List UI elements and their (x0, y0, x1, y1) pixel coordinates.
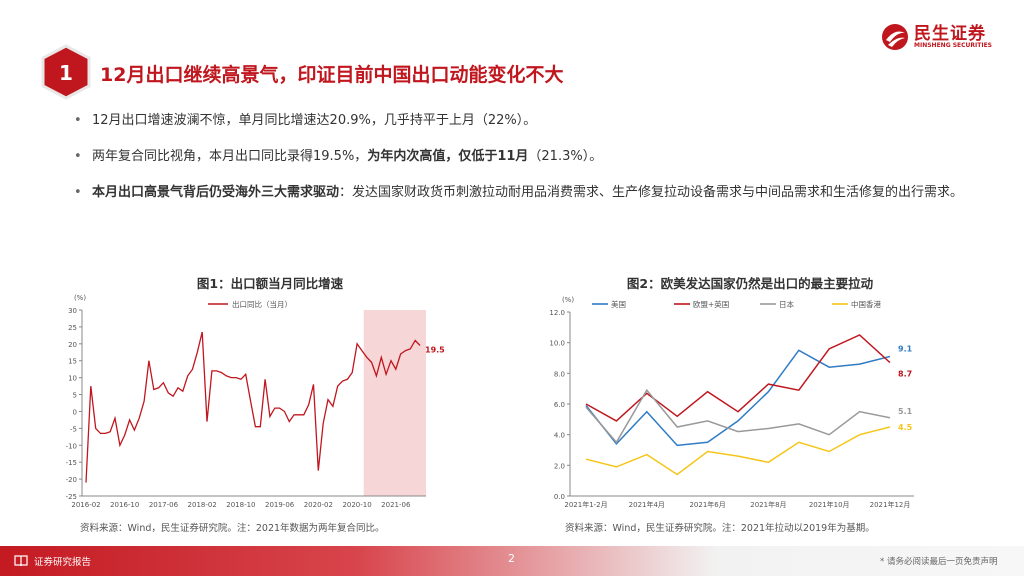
y-tick-label: 15 (68, 358, 77, 366)
bullet-text: 12月出口增速波澜不惊，单月同比增速达20.9%，几乎持平于上月（22%）。 (92, 113, 537, 128)
chart1-export-yoy: (%) -25 -20 -15 -10 -5 0 5 10 15 20 25 30 2016-02 2016… (66, 294, 446, 509)
end-value-label: 9.1 (898, 344, 913, 353)
legend-label: 欧盟+英国 (693, 299, 729, 309)
bullet-bold-text: 为年内次高值，仅低于11月 (367, 149, 529, 164)
y-tick-label: 10.0 (549, 340, 565, 348)
x-tick-label: 2018-10 (226, 501, 255, 509)
x-tick-label: 2019-06 (265, 501, 295, 509)
end-value-label: 4.5 (898, 423, 913, 432)
page-title: 12月出口继续高景气，印证目前中国出口动能变化不大 (100, 64, 564, 86)
logo-text-cn: 民生证券 (914, 24, 986, 44)
chart2-source: 资料来源：Wind，民生证券研究院。注：2021年拉动以2019年为基期。 (565, 523, 875, 534)
end-value-label: 19.5 (425, 346, 445, 355)
y-tick-label: 2.0 (554, 462, 565, 470)
highlight-2021-band (363, 310, 426, 496)
series-line-3 (585, 426, 891, 476)
y-tick-label: 0.0 (554, 493, 565, 501)
x-tick-label: 2016-02 (71, 501, 100, 509)
brand-logo: 民生证券 MINSHENG SECURITIES (880, 18, 1010, 58)
bullet-text: ：发达国家财政货币刺激拉动耐用品消费需求、生产修复拉动设备需求与中间品需求和生活… (339, 185, 964, 200)
y-tick-label: -5 (70, 425, 77, 433)
x-tick-label: 2021年4月 (629, 500, 665, 509)
x-tick-label: 2021年6月 (689, 500, 725, 509)
footer-bar: 证券研究报告 2 * 请务必阅读最后一页免责声明 (0, 546, 1024, 576)
legend-label: 中国香港 (851, 299, 881, 309)
bullet-bold-text: 本月出口高景气背后仍受海外三大需求驱动 (92, 185, 340, 200)
y-tick-label: 8.0 (554, 370, 565, 378)
x-tick-label: 2021年12月 (870, 500, 911, 509)
y-tick-label: 12.0 (549, 309, 565, 317)
y-tick-label: -25 (66, 493, 77, 501)
y-tick-label: 20 (68, 341, 77, 349)
bullet-dot-icon: • (74, 185, 82, 200)
x-tick-label: 2020-02 (304, 501, 333, 509)
y-tick-label: -15 (66, 459, 77, 467)
series-line-export-yoy (85, 331, 421, 483)
section-number: 1 (59, 61, 73, 85)
x-tick-label: 2021年8月 (750, 500, 786, 509)
x-tick-label: 2016-10 (110, 501, 139, 509)
bullet-dot-icon: • (74, 113, 82, 128)
title-bar: 12月出口继续高景气，印证目前中国出口动能变化不大 (96, 52, 656, 92)
footer-report-label: 证券研究报告 (34, 557, 92, 568)
end-value-label: 5.1 (898, 407, 913, 416)
bullet-list: • 12月出口增速波澜不惊，单月同比增速达20.9%，几乎持平于上月（22%）。… (72, 110, 972, 218)
x-tick-label: 2021年1-2月 (564, 500, 607, 509)
page-number: 2 (508, 552, 515, 565)
y-tick-label: 30 (68, 307, 77, 315)
y-tick-label: 0 (73, 408, 77, 416)
x-tick-label: 2017-06 (149, 501, 179, 509)
bullet-item: • 本月出口高景气背后仍受海外三大需求驱动：发达国家财政货币刺激拉动耐用品消费需… (72, 182, 972, 204)
x-tick-label: 2018-02 (188, 501, 217, 509)
y-tick-label: 25 (68, 324, 77, 332)
series-line-2 (585, 388, 891, 444)
y-unit-label: (%) (562, 296, 574, 304)
y-tick-label: 4.0 (554, 432, 565, 440)
bullet-text: 两年复合同比视角，本月出口同比录得19.5%， (92, 149, 368, 164)
y-unit-label: (%) (74, 294, 86, 302)
bullet-text: （21.3%）。 (528, 149, 603, 164)
legend-label: 美国 (611, 299, 626, 309)
x-tick-label: 2020-10 (342, 501, 371, 509)
legend-label: 出口同比（当月） (232, 299, 292, 309)
x-tick-label: 2021年10月 (809, 500, 850, 509)
y-tick-label: 10 (68, 375, 77, 383)
bullet-dot-icon: • (74, 149, 82, 164)
chart1-title: 图1：出口额当月同比增速 (196, 276, 344, 291)
series-line-1 (585, 334, 891, 422)
y-tick-label: 5 (73, 392, 77, 400)
logo-text-en: MINSHENG SECURITIES (914, 42, 992, 49)
bullet-item: • 12月出口增速波澜不惊，单月同比增速达20.9%，几乎持平于上月（22%）。 (72, 110, 972, 132)
bullet-item: • 两年复合同比视角，本月出口同比录得19.5%，为年内次高值，仅低于11月（2… (72, 146, 972, 168)
y-tick-label: -10 (66, 442, 77, 450)
chart1-source: 资料来源：Wind，民生证券研究院。注：2021年数据为两年复合同比。 (80, 523, 385, 534)
end-value-label: 8.7 (898, 370, 912, 379)
disclaimer-note: * 请务必阅读最后一页免责声明 (880, 557, 998, 567)
section-number-badge: 1 (41, 44, 91, 100)
series-line-0 (585, 349, 891, 447)
y-tick-label: 6.0 (554, 401, 565, 409)
book-icon (14, 555, 28, 567)
x-tick-label: 2021-06 (381, 501, 411, 509)
y-tick-label: -20 (66, 476, 77, 484)
chart2-title: 图2：欧美发达国家仍然是出口的最主要拉动 (626, 276, 874, 291)
chart2-export-pull-by-region: (%) 0.0 2.0 4.0 6.0 8.0 10.0 12.0 2021年1-2月 2021年… (549, 296, 914, 509)
legend-label: 日本 (779, 299, 794, 309)
logo-swirl-icon (882, 24, 908, 50)
